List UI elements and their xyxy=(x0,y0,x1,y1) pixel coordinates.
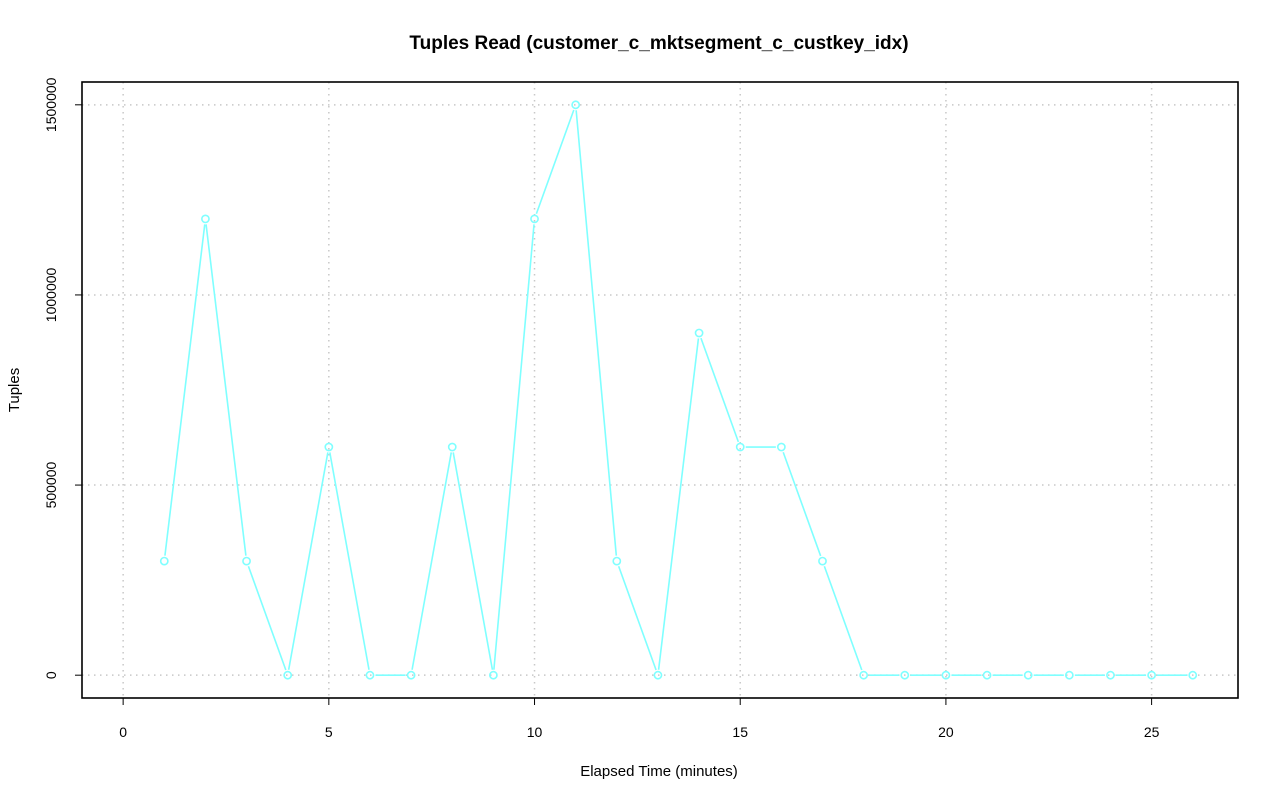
data-point xyxy=(694,328,704,338)
data-point xyxy=(982,670,992,680)
series-segment xyxy=(782,451,822,557)
data-point xyxy=(406,670,416,680)
data-point xyxy=(1147,670,1157,680)
data-point xyxy=(447,442,457,452)
data-point xyxy=(900,670,910,680)
series-segment xyxy=(493,224,535,670)
series-line xyxy=(164,109,1188,676)
plot-frame xyxy=(81,81,1239,699)
series-segment xyxy=(205,224,247,556)
data-point xyxy=(283,670,293,680)
data-point xyxy=(1188,670,1198,680)
data-point xyxy=(612,556,622,566)
data-points xyxy=(159,100,1198,680)
data-point xyxy=(818,556,827,566)
data-point xyxy=(653,670,663,680)
data-point xyxy=(571,100,581,110)
chart-title: Tuples Read (customer_c_mktsegment_c_cus… xyxy=(409,33,908,54)
data-point xyxy=(324,442,334,452)
grid xyxy=(82,82,1238,698)
y-tick-label: 1500000 xyxy=(43,77,59,132)
data-point xyxy=(776,442,786,452)
data-point xyxy=(159,556,169,566)
series-segment xyxy=(329,452,370,670)
data-point xyxy=(242,556,251,566)
data-point xyxy=(201,214,210,224)
data-point xyxy=(1023,670,1033,680)
series-segment xyxy=(700,337,740,443)
series-segment xyxy=(247,566,287,671)
series-segment xyxy=(575,110,618,556)
series-segment xyxy=(411,452,453,670)
y-tick-label: 0 xyxy=(43,671,59,679)
x-tick-label: 20 xyxy=(938,724,954,740)
data-point xyxy=(530,214,539,224)
series-segment xyxy=(823,566,863,671)
data-point xyxy=(735,442,745,452)
x-axis-label: Elapsed Time (minutes) xyxy=(580,763,738,780)
series-segment xyxy=(287,452,329,670)
y-axis-label: Tuples xyxy=(6,368,23,412)
data-point xyxy=(859,670,869,680)
data-point xyxy=(488,670,498,680)
data-point xyxy=(1064,670,1074,680)
x-axis: 0 5 10 15 20 25 xyxy=(119,698,1160,740)
x-tick-label: 10 xyxy=(527,724,543,740)
y-tick-label: 500000 xyxy=(43,461,59,508)
series-segment xyxy=(657,338,700,670)
x-tick-label: 25 xyxy=(1144,724,1160,740)
x-tick-label: 0 xyxy=(119,724,127,740)
y-axis: 0 500000 1000000 1500000 xyxy=(43,77,82,679)
series-segment xyxy=(535,109,575,214)
series-segment xyxy=(617,566,657,671)
x-tick-label: 15 xyxy=(732,724,748,740)
series-segment xyxy=(164,224,206,556)
data-point xyxy=(941,670,951,680)
x-tick-label: 5 xyxy=(325,724,333,740)
y-tick-label: 1000000 xyxy=(43,267,59,322)
series-segment xyxy=(452,452,494,670)
data-point xyxy=(1106,670,1115,680)
data-point xyxy=(365,670,375,680)
